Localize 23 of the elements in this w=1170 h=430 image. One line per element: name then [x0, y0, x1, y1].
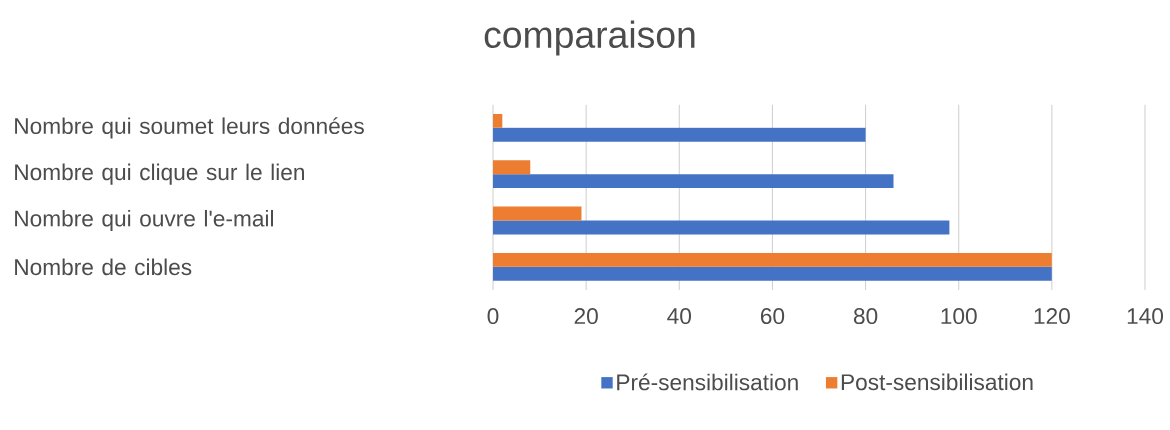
legend-label: Post-sensibilisation [841, 373, 1033, 391]
y-tick-label: Nombre de cibles [15, 258, 192, 276]
x-tick-label: 0 [487, 308, 499, 325]
legend-label: Pré-sensibilisation [617, 373, 798, 391]
x-tick-label: 100 [941, 308, 977, 325]
x-tick-label: 80 [853, 308, 878, 325]
bar [493, 160, 531, 175]
x-tick-label: 40 [667, 308, 692, 325]
x-tick-label: 60 [760, 308, 785, 325]
y-tick-label: Nombre qui soumet leurs données [15, 117, 364, 139]
bar [493, 252, 1052, 267]
bar [493, 113, 503, 128]
bar [493, 266, 1052, 281]
y-tick-label: Nombre qui clique sur le lien [15, 163, 304, 185]
chart-title: comparaison [484, 20, 695, 56]
bar [493, 174, 894, 189]
x-tick-label: 120 [1034, 308, 1070, 325]
bar [493, 206, 582, 221]
x-tick-label: 140 [1127, 308, 1164, 325]
y-tick-label: Nombre qui ouvre l'e-mail [15, 209, 273, 232]
bar [493, 127, 866, 142]
bar [493, 220, 950, 235]
x-tick-label: 20 [574, 308, 598, 325]
